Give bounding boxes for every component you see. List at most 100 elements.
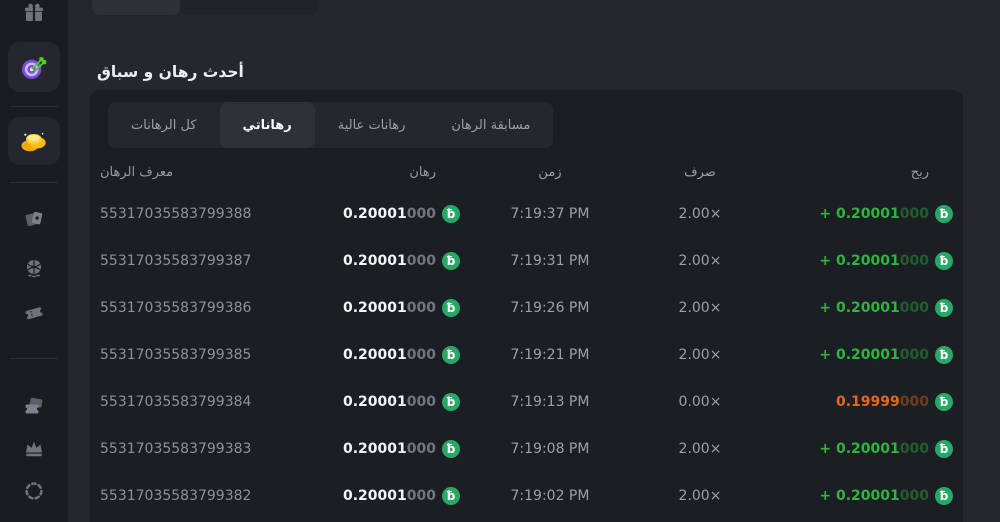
profit-cell: + 0.20001000 ƀ [760, 251, 953, 270]
coin-icon: ƀ [935, 204, 953, 223]
coin-icon: ƀ [935, 345, 953, 364]
profit-amount-zeros: 000 [899, 346, 929, 363]
tab-high-bets[interactable]: رهانات عالية [337, 117, 406, 133]
col-payout: صرف [684, 164, 716, 180]
playing-cards-icon [25, 211, 43, 227]
profit-amount-zeros: 000 [899, 487, 929, 504]
sidebar-item-rewards[interactable] [22, 1, 46, 25]
tab-bet-contest[interactable]: مسابقة الرهان [451, 117, 531, 133]
profit-amount: + 0.20001 [819, 440, 900, 457]
payout-cell: 2.00× [678, 440, 722, 457]
profit-cell: + 0.20001000 ƀ [760, 486, 953, 505]
ticket-icon [24, 307, 44, 320]
bet-amount-cell: 0.20001000 ƀ [295, 298, 460, 317]
bet-id-cell: 55317035583799388 [100, 205, 252, 222]
bet-id-cell: 55317035583799382 [100, 487, 252, 504]
time-cell: 7:19:02 PM [510, 487, 590, 504]
profit-amount: + 0.20001 [819, 205, 900, 222]
table-row[interactable]: 55317035583799383 0.20001000 ƀ 7:19:08 P… [90, 425, 963, 472]
page-title: أحدث رهان و سباق [97, 62, 244, 81]
darts-target-icon [21, 57, 47, 80]
bet-amount-zeros: 000 [406, 299, 436, 316]
profit-amount: 0.19999 [836, 393, 900, 410]
bet-amount-cell: 0.20001000 ƀ [295, 392, 460, 411]
payout-cell: 2.00× [678, 252, 722, 269]
bet-amount: 0.20001 [343, 440, 407, 457]
time-cell: 7:19:08 PM [510, 440, 590, 457]
sidebar-item-more[interactable] [22, 479, 46, 503]
top-tab-inactive[interactable] [180, 0, 318, 15]
table-row[interactable]: 55317035583799386 0.20001000 ƀ 7:19:26 P… [90, 284, 963, 331]
payout-cell: 2.00× [678, 205, 722, 222]
profit-amount-zeros: 000 [899, 205, 929, 222]
coupons-icon [24, 397, 43, 414]
coin-icon: ƀ [442, 251, 460, 270]
bet-amount-zeros: 000 [406, 205, 436, 222]
profit-cell: + 0.20001000 ƀ [760, 204, 953, 223]
payout-cell: 0.00× [678, 393, 722, 410]
time-cell: 7:19:31 PM [510, 252, 590, 269]
table-row[interactable]: 55317035583799385 0.20001000 ƀ 7:19:21 P… [90, 331, 963, 378]
bet-id-cell: 55317035583799385 [100, 346, 252, 363]
main-content: أحدث رهان و سباق كل الرهانات رهاناتي رها… [68, 0, 1000, 522]
crown-icon [26, 441, 42, 457]
payout-cell: 2.00× [678, 299, 722, 316]
sidebar-item-coins-game[interactable] [8, 117, 60, 165]
gift-icon [25, 3, 43, 22]
table-body: 55317035583799388 0.20001000 ƀ 7:19:37 P… [90, 190, 963, 519]
bets-tabbar: كل الرهانات رهاناتي رهانات عالية مسابقة … [108, 102, 554, 148]
time-cell: 7:19:37 PM [510, 205, 590, 222]
coin-icon: ƀ [935, 298, 953, 317]
profit-amount-zeros: 000 [899, 393, 929, 410]
tab-all-bets[interactable]: كل الرهانات [131, 117, 197, 133]
bet-amount-zeros: 000 [406, 440, 436, 457]
bet-amount: 0.20001 [343, 252, 407, 269]
sidebar-divider [10, 358, 58, 359]
profit-amount-zeros: 000 [899, 299, 929, 316]
sidebar-divider [10, 106, 58, 107]
coin-icon: ƀ [442, 204, 460, 223]
sidebar-divider [10, 182, 58, 183]
sidebar-item-lottery[interactable] [22, 300, 46, 324]
tab-my-bets[interactable]: رهاناتي [219, 102, 315, 148]
top-tab-active[interactable] [92, 0, 180, 15]
bet-id-cell: 55317035583799383 [100, 440, 252, 457]
time-cell: 7:19:21 PM [510, 346, 590, 363]
payout-cell: 2.00× [678, 346, 722, 363]
dashed-circle-icon [25, 482, 43, 500]
sidebar-item-casino[interactable] [22, 207, 46, 231]
coin-icon: ƀ [935, 486, 953, 505]
col-bet: رهان [409, 164, 436, 180]
gold-coins-icon [21, 132, 46, 152]
bet-amount-zeros: 000 [406, 393, 436, 410]
profit-amount: + 0.20001 [819, 346, 900, 363]
coin-icon: ƀ [935, 251, 953, 270]
payout-cell: 2.00× [678, 487, 722, 504]
profit-amount: + 0.20001 [819, 487, 900, 504]
bet-amount: 0.20001 [343, 393, 407, 410]
bet-id-cell: 55317035583799386 [100, 299, 252, 316]
table-row[interactable]: 55317035583799387 0.20001000 ƀ 7:19:31 P… [90, 237, 963, 284]
profit-amount-zeros: 000 [899, 252, 929, 269]
bet-amount-cell: 0.20001000 ƀ [295, 345, 460, 364]
sidebar-item-promotions[interactable] [22, 394, 46, 418]
table-row[interactable]: 55317035583799388 0.20001000 ƀ 7:19:37 P… [90, 190, 963, 237]
time-cell: 7:19:13 PM [510, 393, 590, 410]
bet-amount: 0.20001 [343, 346, 407, 363]
table-header: معرف الرهان رهان زمن صرف ربح [90, 154, 963, 190]
col-profit: ربح [910, 164, 929, 180]
profit-amount-zeros: 000 [899, 440, 929, 457]
bets-card: كل الرهانات رهاناتي رهانات عالية مسابقة … [90, 90, 963, 522]
ball-icon [27, 260, 41, 278]
sidebar-item-darts-game[interactable] [8, 42, 60, 92]
coin-icon: ƀ [442, 486, 460, 505]
table-row[interactable]: 55317035583799382 0.20001000 ƀ 7:19:02 P… [90, 472, 963, 519]
profit-cell: + 0.20001000 ƀ [760, 439, 953, 458]
sidebar-item-vip[interactable] [22, 436, 46, 460]
bet-amount-zeros: 000 [406, 487, 436, 504]
sidebar-item-sports[interactable] [22, 256, 46, 280]
sidebar [0, 0, 68, 522]
table-row[interactable]: 55317035583799384 0.20001000 ƀ 7:19:13 P… [90, 378, 963, 425]
col-bet-id: معرف الرهان [100, 164, 174, 180]
